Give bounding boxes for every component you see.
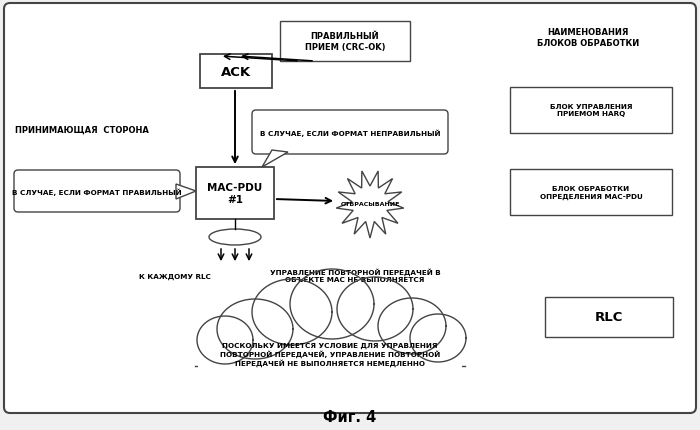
Text: ПРАВИЛЬНЫЙ
ПРИЕМ (CRC-OK): ПРАВИЛЬНЫЙ ПРИЕМ (CRC-OK) <box>304 32 385 52</box>
Ellipse shape <box>290 269 374 339</box>
Text: MAC-PDU
#1: MAC-PDU #1 <box>207 183 262 204</box>
Text: ПОСКОЛЬКУ ИМЕЕТСЯ УСЛОВИЕ ДЛЯ УПРАВЛЕНИЯ
ПОВТОРНОЙ ПЕРЕДАЧЕЙ, УПРАВЛЕНИЕ ПОВТОРН: ПОСКОЛЬКУ ИМЕЕТСЯ УСЛОВИЕ ДЛЯ УПРАВЛЕНИЯ… <box>220 342 440 366</box>
FancyBboxPatch shape <box>14 171 180 212</box>
Text: К КАЖДОМУ RLC: К КАЖДОМУ RLC <box>139 273 211 280</box>
FancyBboxPatch shape <box>4 4 696 413</box>
Polygon shape <box>262 150 288 168</box>
Text: УПРАВЛЕНИЕ ПОВТОРНОЙ ПЕРЕДАЧЕЙ В
ОБЪЕКТЕ MAC НЕ ВЫПОЛНЯЕТСЯ: УПРАВЛЕНИЕ ПОВТОРНОЙ ПЕРЕДАЧЕЙ В ОБЪЕКТЕ… <box>270 267 440 282</box>
FancyBboxPatch shape <box>510 169 672 215</box>
Ellipse shape <box>378 298 446 354</box>
FancyBboxPatch shape <box>196 168 274 219</box>
Polygon shape <box>336 172 404 239</box>
Text: БЛОК УПРАВЛЕНИЯ
ПРИЕМОМ HARQ: БЛОК УПРАВЛЕНИЯ ПРИЕМОМ HARQ <box>550 104 632 117</box>
FancyBboxPatch shape <box>198 329 462 369</box>
Text: ПРИНИМАЮЩАЯ  СТОРОНА: ПРИНИМАЮЩАЯ СТОРОНА <box>15 125 149 134</box>
Ellipse shape <box>337 277 413 341</box>
Text: НАИМЕНОВАНИЯ
БЛОКОВ ОБРАБОТКИ: НАИМЕНОВАНИЯ БЛОКОВ ОБРАБОТКИ <box>537 28 639 48</box>
Text: БЛОК ОБРАБОТКИ
ОПРЕДЕЛЕНИЯ MAC-PDU: БЛОК ОБРАБОТКИ ОПРЕДЕЛЕНИЯ MAC-PDU <box>540 186 643 199</box>
Ellipse shape <box>252 280 332 345</box>
Text: RLC: RLC <box>595 311 623 324</box>
FancyBboxPatch shape <box>545 297 673 337</box>
Polygon shape <box>176 184 196 200</box>
FancyBboxPatch shape <box>252 111 448 155</box>
Text: ACK: ACK <box>221 65 251 78</box>
FancyBboxPatch shape <box>510 88 672 134</box>
Ellipse shape <box>410 314 466 362</box>
FancyBboxPatch shape <box>200 55 272 89</box>
Text: ОТБРАСЫВАНИЕ: ОТБРАСЫВАНИЕ <box>340 202 400 207</box>
Ellipse shape <box>197 316 253 364</box>
Ellipse shape <box>209 230 261 246</box>
Text: Фиг. 4: Фиг. 4 <box>323 409 377 424</box>
FancyBboxPatch shape <box>195 319 465 384</box>
Text: В СЛУЧАЕ, ЕСЛИ ФОРМАТ НЕПРАВИЛЬНЫЙ: В СЛУЧАЕ, ЕСЛИ ФОРМАТ НЕПРАВИЛЬНЫЙ <box>260 129 440 136</box>
FancyBboxPatch shape <box>280 22 410 62</box>
Text: В СЛУЧАЕ, ЕСЛИ ФОРМАТ ПРАВИЛЬНЫЙ: В СЛУЧАЕ, ЕСЛИ ФОРМАТ ПРАВИЛЬНЫЙ <box>12 188 182 195</box>
Ellipse shape <box>217 299 293 359</box>
